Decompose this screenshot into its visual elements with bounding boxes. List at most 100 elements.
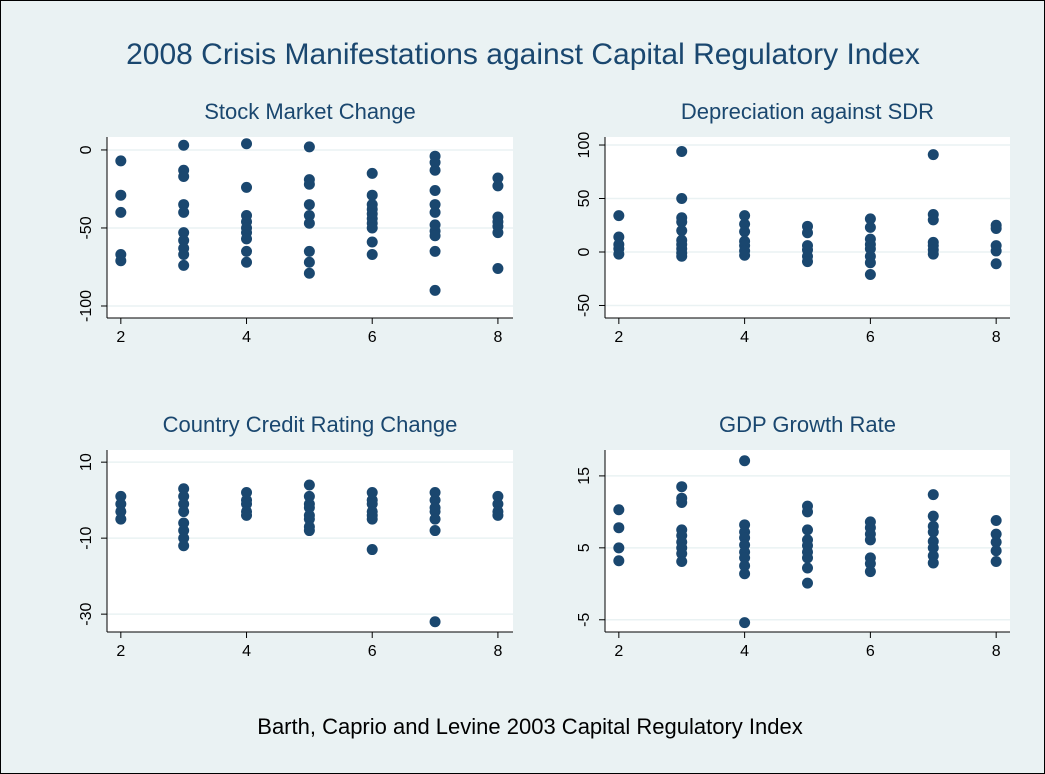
point xyxy=(676,548,688,560)
point xyxy=(178,234,190,246)
point xyxy=(990,245,1002,257)
point xyxy=(303,178,315,190)
point xyxy=(429,230,441,242)
y-tick-label: 10 xyxy=(78,453,95,471)
point xyxy=(303,525,315,537)
subplot-title: GDP Growth Rate xyxy=(719,412,896,437)
point xyxy=(802,506,813,518)
point xyxy=(366,167,378,179)
point xyxy=(115,498,127,510)
point xyxy=(241,256,253,268)
point xyxy=(366,513,378,525)
point xyxy=(178,139,190,151)
point xyxy=(115,155,127,167)
point xyxy=(429,245,441,257)
point xyxy=(613,542,625,554)
point xyxy=(115,189,127,201)
point xyxy=(366,248,378,260)
y-tick-label: -10 xyxy=(78,526,95,549)
x-tick-label: 6 xyxy=(368,329,377,346)
subplot-title: Stock Market Change xyxy=(204,99,416,124)
point xyxy=(802,256,813,268)
point xyxy=(802,552,813,564)
point xyxy=(990,536,1002,548)
x-tick-label: 6 xyxy=(368,643,377,660)
point xyxy=(429,616,441,628)
y-tick-label: 5 xyxy=(576,543,593,552)
point xyxy=(492,263,504,275)
x-tick-label: 6 xyxy=(866,329,875,346)
point xyxy=(990,222,1002,234)
point xyxy=(676,216,688,228)
y-tick-label: -5 xyxy=(576,613,593,627)
point xyxy=(802,524,813,536)
point xyxy=(241,509,253,521)
point xyxy=(429,494,441,506)
point xyxy=(676,497,688,509)
point xyxy=(927,526,939,538)
point xyxy=(178,199,190,211)
plot-area xyxy=(107,450,513,632)
point xyxy=(241,181,253,193)
point xyxy=(115,206,127,218)
point xyxy=(927,214,939,226)
point xyxy=(303,479,315,491)
point xyxy=(178,525,190,537)
point xyxy=(241,487,253,499)
point xyxy=(303,217,315,229)
x-tick-label: 2 xyxy=(614,643,623,660)
point xyxy=(178,517,190,529)
x-tick-label: 2 xyxy=(116,643,125,660)
point xyxy=(429,513,441,525)
point xyxy=(115,490,127,502)
y-tick-label: -50 xyxy=(576,294,593,317)
point xyxy=(613,522,625,534)
point xyxy=(990,545,1002,557)
point xyxy=(178,498,190,510)
point xyxy=(178,170,190,182)
x-tick-label: 4 xyxy=(740,643,749,660)
point xyxy=(366,236,378,248)
point xyxy=(990,514,1002,526)
point xyxy=(492,227,504,239)
point xyxy=(115,513,127,525)
point xyxy=(927,557,939,569)
point xyxy=(613,210,625,222)
point xyxy=(990,556,1002,568)
point xyxy=(429,506,441,518)
x-tick-label: 2 xyxy=(116,329,125,346)
point xyxy=(303,209,315,221)
point xyxy=(739,210,751,222)
point xyxy=(864,221,876,233)
point xyxy=(676,193,688,205)
point xyxy=(303,267,315,279)
point xyxy=(739,552,751,564)
x-tick-label: 8 xyxy=(992,329,1001,346)
point xyxy=(303,256,315,268)
figure-title: 2008 Crisis Manifestations against Capit… xyxy=(126,38,920,71)
point xyxy=(492,172,504,184)
point xyxy=(241,245,253,257)
point xyxy=(429,487,441,499)
point xyxy=(178,506,190,518)
point xyxy=(739,568,751,580)
point xyxy=(303,490,315,502)
x-tick-label: 2 xyxy=(614,329,623,346)
x-tick-label: 8 xyxy=(493,643,502,660)
point xyxy=(492,509,504,521)
point xyxy=(178,540,190,552)
point xyxy=(802,562,813,574)
point xyxy=(676,145,688,157)
point xyxy=(864,566,876,578)
point xyxy=(739,455,751,467)
x-tick-label: 4 xyxy=(740,329,749,346)
point xyxy=(864,213,876,225)
point xyxy=(178,248,190,260)
y-tick-label: 0 xyxy=(78,145,95,154)
point xyxy=(303,502,315,514)
point xyxy=(492,490,504,502)
y-tick-label: -30 xyxy=(78,602,95,625)
point xyxy=(178,206,190,218)
